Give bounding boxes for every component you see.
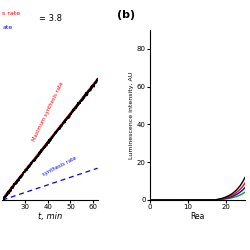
- Text: (b): (b): [116, 10, 135, 20]
- Text: synthesis rate: synthesis rate: [42, 155, 78, 177]
- X-axis label: t, min: t, min: [38, 212, 62, 220]
- Text: s rate: s rate: [2, 12, 21, 16]
- Text: Maximum synthesis rate: Maximum synthesis rate: [32, 81, 65, 142]
- X-axis label: Rea: Rea: [190, 212, 205, 220]
- Text: = 3.8: = 3.8: [39, 14, 62, 23]
- Text: ate: ate: [2, 25, 13, 30]
- Y-axis label: Luminescence intensity, AU: Luminescence intensity, AU: [129, 72, 134, 159]
